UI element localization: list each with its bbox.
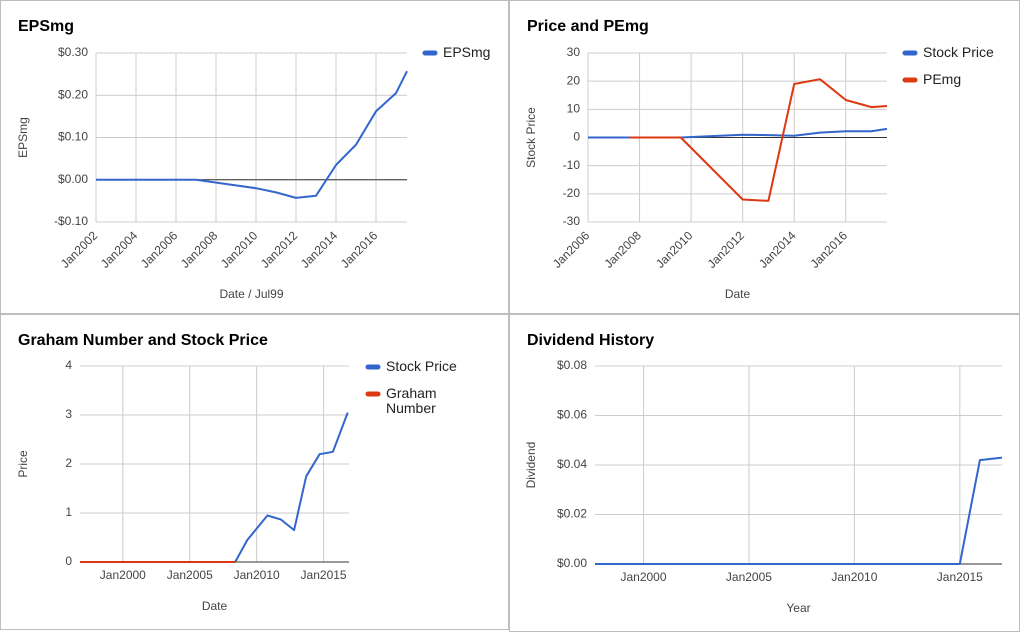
panel bbox=[0, 314, 509, 630]
chart-title: Dividend History bbox=[527, 332, 654, 349]
y-tick-label: $0.06 bbox=[557, 408, 587, 422]
series-line bbox=[80, 412, 349, 563]
y-axis-title: Price bbox=[16, 450, 30, 478]
y-tick-label: 0 bbox=[573, 130, 580, 144]
legend-label: EPSmg bbox=[443, 45, 491, 60]
legend-entry: EPSmg bbox=[443, 45, 491, 60]
y-tick-label: $0.04 bbox=[557, 457, 587, 471]
y-tick-label: -$0.10 bbox=[54, 214, 88, 228]
legend-label: Graham Number bbox=[386, 386, 437, 416]
chart-title: Graham Number and Stock Price bbox=[18, 332, 268, 349]
y-tick-label: 20 bbox=[567, 73, 581, 87]
y-axis-title: Stock Price bbox=[524, 107, 538, 168]
legend-entry: Stock Price bbox=[386, 359, 457, 374]
y-tick-label: 2 bbox=[65, 456, 72, 470]
chart-title: EPSmg bbox=[18, 18, 74, 35]
x-axis-title: Date bbox=[725, 287, 751, 301]
y-tick-label: $0.00 bbox=[58, 172, 88, 186]
x-axis-title: Date / Jul99 bbox=[219, 287, 283, 301]
x-tick-label: Jan2010 bbox=[234, 568, 280, 582]
legend-entry: PEmg bbox=[923, 72, 962, 87]
x-tick-label: Jan2005 bbox=[167, 568, 213, 582]
y-tick-label: -10 bbox=[563, 158, 581, 172]
x-tick-label: Jan2015 bbox=[301, 568, 347, 582]
y-tick-label: 0 bbox=[65, 554, 72, 568]
y-tick-label: 30 bbox=[567, 45, 581, 59]
x-tick-label: Jan2015 bbox=[937, 570, 983, 584]
x-tick-label: Jan2010 bbox=[831, 570, 877, 584]
chart-title: Price and PEmg bbox=[527, 18, 649, 35]
legend-label: Stock Price bbox=[923, 45, 994, 60]
y-tick-label: $0.02 bbox=[557, 507, 587, 521]
series-line bbox=[96, 70, 408, 199]
series-line bbox=[595, 456, 1003, 565]
y-tick-label: $0.30 bbox=[58, 45, 88, 59]
legend-entry: Graham Number bbox=[386, 386, 437, 416]
y-tick-label: 1 bbox=[65, 505, 72, 519]
y-tick-label: 10 bbox=[567, 102, 581, 116]
legend-label: PEmg bbox=[923, 72, 962, 87]
y-axis-title: EPSmg bbox=[16, 117, 30, 158]
y-axis-title: Dividend bbox=[524, 442, 538, 489]
x-axis-title: Year bbox=[786, 601, 810, 615]
y-tick-label: -30 bbox=[563, 214, 581, 228]
y-tick-label: $0.10 bbox=[58, 130, 88, 144]
x-tick-label: Jan2000 bbox=[620, 570, 666, 584]
series-line bbox=[629, 78, 888, 202]
legend-entry: Stock Price bbox=[923, 45, 994, 60]
y-tick-label: $0.08 bbox=[557, 358, 587, 372]
legend-label: Stock Price bbox=[386, 359, 457, 374]
x-tick-label: Jan2000 bbox=[100, 568, 146, 582]
y-tick-label: 3 bbox=[65, 407, 72, 421]
y-tick-label: -20 bbox=[563, 186, 581, 200]
y-tick-label: $0.20 bbox=[58, 87, 88, 101]
y-tick-label: 4 bbox=[65, 358, 72, 372]
y-tick-label: $0.00 bbox=[557, 556, 587, 570]
x-tick-label: Jan2005 bbox=[726, 570, 772, 584]
x-axis-title: Date bbox=[202, 599, 228, 613]
panel bbox=[509, 314, 1020, 632]
